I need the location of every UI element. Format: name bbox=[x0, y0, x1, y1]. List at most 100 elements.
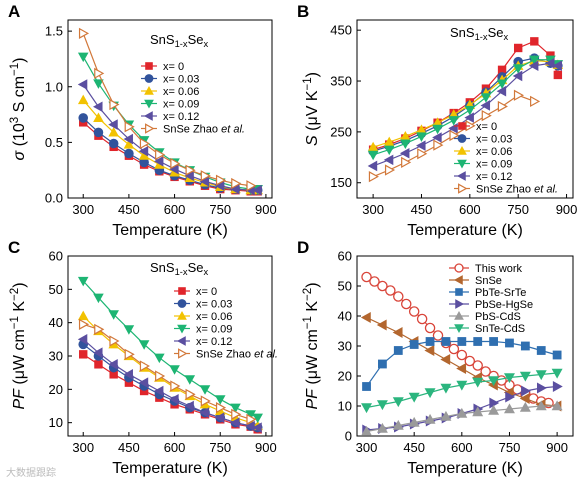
data-point bbox=[369, 276, 380, 287]
data-point bbox=[448, 343, 460, 355]
data-point bbox=[400, 139, 411, 150]
y-tick-label: 150 bbox=[330, 175, 352, 190]
data-point bbox=[200, 170, 211, 182]
data-point bbox=[551, 368, 563, 379]
panel-c: C 300 450 600 750 900 10 20 30 40 50 60 Temperature … bbox=[8, 238, 278, 477]
panel-b: B 300 450 600 750 900 150 250 350 450 Temperature … bbox=[297, 2, 577, 239]
data-point bbox=[231, 408, 242, 420]
data-point bbox=[464, 112, 474, 123]
data-point bbox=[169, 365, 180, 375]
legend-marker bbox=[454, 310, 464, 320]
data-point bbox=[138, 377, 149, 388]
data-point bbox=[432, 132, 442, 143]
data-point bbox=[472, 360, 483, 371]
plot-frame bbox=[356, 19, 574, 199]
legend-label: x= 0.03 bbox=[476, 134, 512, 146]
data-point bbox=[489, 337, 498, 346]
data-point bbox=[503, 403, 515, 414]
y-tick-label: 1.0 bbox=[45, 79, 63, 94]
x-tick-label: 750 bbox=[209, 440, 231, 455]
data-point bbox=[93, 79, 104, 89]
data-point bbox=[94, 67, 105, 80]
data-point bbox=[519, 371, 531, 382]
data-point bbox=[416, 313, 428, 325]
data-point bbox=[199, 385, 211, 395]
series-pbtesrte bbox=[362, 337, 562, 391]
data-point bbox=[246, 180, 257, 192]
data-point bbox=[473, 337, 483, 346]
data-point bbox=[425, 337, 435, 346]
y-tick-label: 60 bbox=[338, 249, 352, 264]
data-point bbox=[512, 70, 523, 82]
data-point bbox=[424, 413, 436, 424]
data-point bbox=[124, 148, 134, 159]
x-tick-label: 300 bbox=[356, 440, 378, 455]
x-tick-label: 300 bbox=[72, 440, 94, 455]
legend-marker bbox=[145, 62, 153, 70]
data-point bbox=[109, 98, 120, 111]
data-point bbox=[552, 350, 562, 360]
legend-entry: x= 0.12 bbox=[141, 111, 199, 123]
data-point bbox=[376, 319, 387, 331]
plot-frame bbox=[67, 19, 273, 199]
data-point bbox=[400, 298, 412, 310]
svg-text:PF (μW cm−1 K−2): PF (μW cm−1 K−2) bbox=[302, 282, 321, 409]
data-point bbox=[170, 157, 181, 170]
data-point bbox=[77, 94, 89, 105]
data-point bbox=[393, 291, 404, 302]
data-point bbox=[497, 100, 508, 113]
data-point bbox=[409, 340, 419, 349]
svg-text:S (μV K−1): S (μV K−1) bbox=[302, 72, 321, 146]
data-point bbox=[124, 348, 135, 360]
data-point bbox=[123, 139, 135, 149]
composition-annotation: SnS1-xSex bbox=[450, 25, 508, 42]
legend-entry: x= 0.12 bbox=[454, 171, 512, 183]
data-point bbox=[245, 420, 255, 432]
data-point bbox=[252, 413, 263, 424]
legend-entry: x= 0.12 bbox=[174, 336, 232, 348]
legend-label: PbS-CdS bbox=[475, 311, 521, 323]
data-point bbox=[77, 276, 89, 287]
data-point bbox=[528, 60, 539, 72]
data-point bbox=[393, 346, 403, 355]
legend-entry: x= 0 bbox=[174, 286, 217, 298]
data-point bbox=[408, 306, 420, 317]
legend: This workSnSePbTe-SrTePbSe-HgSePbS-CdSSn… bbox=[449, 263, 533, 335]
data-point bbox=[392, 419, 404, 430]
data-point bbox=[138, 340, 150, 350]
svg-text:SnS1-xSex: SnS1-xSex bbox=[150, 32, 208, 49]
x-tick-label: 300 bbox=[362, 202, 384, 217]
data-point bbox=[488, 404, 500, 415]
series-x012 bbox=[77, 79, 262, 196]
series-zhao bbox=[78, 318, 257, 425]
data-point bbox=[536, 346, 546, 355]
y-tick-label: 0.0 bbox=[45, 191, 63, 206]
series-x009 bbox=[77, 276, 263, 424]
data-point bbox=[416, 132, 427, 142]
data-point bbox=[199, 407, 210, 418]
y-tick-label: 60 bbox=[49, 249, 63, 264]
data-point bbox=[184, 375, 196, 385]
panel-letter: B bbox=[297, 2, 309, 21]
data-point bbox=[424, 388, 436, 399]
legend-label: SnSe Zhao et al. bbox=[163, 124, 245, 136]
data-point bbox=[472, 377, 484, 388]
data-point bbox=[245, 410, 256, 420]
data-point bbox=[215, 174, 227, 186]
legend-label: x= 0.06 bbox=[196, 311, 232, 323]
data-point bbox=[93, 127, 104, 138]
data-point bbox=[408, 392, 420, 403]
legend-entry: SnSe Zhao et al. bbox=[141, 123, 245, 136]
data-point bbox=[246, 413, 257, 425]
data-point bbox=[139, 137, 150, 150]
data-point bbox=[488, 376, 500, 387]
x-axis-label: Temperature (K) bbox=[112, 222, 228, 239]
legend-label: SnSe Zhao et al. bbox=[196, 349, 278, 361]
legend-label: x= 0.12 bbox=[196, 336, 232, 348]
data-point bbox=[138, 145, 149, 157]
data-point bbox=[496, 85, 507, 97]
data-point bbox=[408, 416, 420, 427]
data-point bbox=[185, 388, 196, 400]
data-point bbox=[77, 334, 88, 345]
data-point bbox=[505, 391, 516, 403]
